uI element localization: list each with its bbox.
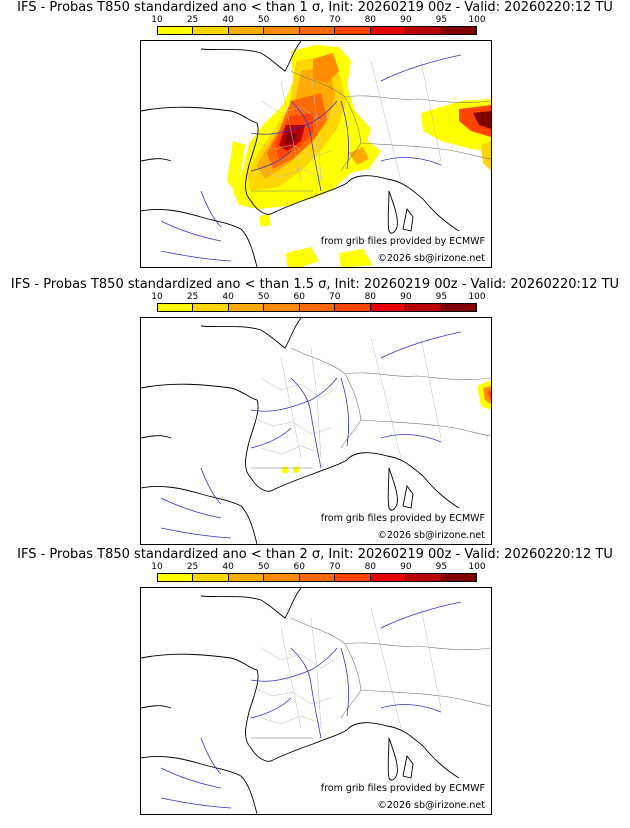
colorbar — [157, 303, 477, 312]
colorbar-segment — [228, 27, 265, 34]
colorbar-tick: 70 — [329, 562, 341, 572]
country-borders — [250, 70, 491, 192]
map-panel-1-5-sigma: IFS - Probas T850 standardized ano < tha… — [0, 277, 630, 549]
colorbar-segment — [299, 574, 336, 581]
colorbar-segment — [193, 27, 229, 34]
source-credit: from grib files provided by ECMWF — [318, 236, 487, 247]
colorbar-tick: 50 — [257, 15, 270, 25]
colorbar-segment — [441, 574, 476, 581]
map-panel-1-sigma: IFS - Probas T850 standardized ano < tha… — [0, 0, 630, 272]
colorbar-tick: 95 — [435, 292, 448, 302]
colorbar-ticks: 10 25 40 50 60 70 80 90 95 100 — [151, 14, 485, 26]
colorbar — [157, 573, 477, 582]
colorbar-segment — [299, 304, 336, 311]
colorbar-segment — [406, 27, 442, 34]
colorbar-segment — [335, 574, 371, 581]
colorbar-tick: 25 — [186, 562, 199, 572]
colorbar-tick: 70 — [329, 292, 341, 302]
map-frame: from grib files provided by ECMWF ©2026 … — [140, 317, 492, 545]
colorbar-tick: 60 — [293, 15, 305, 25]
colorbar-segment — [193, 574, 229, 581]
colorbar-tick: 10 — [151, 292, 163, 302]
copyright-credit: ©2026 sb@irizone.net — [375, 530, 487, 541]
colorbar-segment — [264, 304, 300, 311]
copyright-credit: ©2026 sb@irizone.net — [375, 253, 487, 264]
colorbar-tick: 80 — [364, 562, 377, 572]
panel-title: IFS - Probas T850 standardized ano < tha… — [17, 0, 613, 15]
colorbar-tick: 60 — [293, 292, 305, 302]
panel-title: IFS - Probas T850 standardized ano < tha… — [17, 547, 613, 562]
colorbar-tick: 25 — [186, 292, 199, 302]
colorbar-tick: 25 — [186, 15, 199, 25]
colorbar-segment — [406, 574, 442, 581]
probability-field — [227, 45, 491, 267]
region-borders — [252, 60, 442, 182]
coastline — [141, 588, 460, 814]
country-borders — [250, 347, 491, 469]
colorbar-tick: 40 — [222, 15, 234, 25]
colorbar-tick: 100 — [468, 15, 486, 25]
colorbar-ticks: 10 25 40 50 60 70 80 90 95 100 — [151, 561, 485, 573]
map-canvas — [141, 318, 491, 544]
colorbar-segment — [299, 27, 336, 34]
map-frame: from grib files provided by ECMWF ©2026 … — [140, 40, 492, 268]
colorbar-segment — [193, 304, 229, 311]
colorbar-segment — [441, 27, 476, 34]
colorbar-segment — [370, 304, 407, 311]
colorbar-ticks: 10 25 40 50 60 70 80 90 95 100 — [151, 291, 485, 303]
colorbar — [157, 26, 477, 35]
colorbar-tick: 95 — [435, 562, 448, 572]
map-canvas — [141, 588, 491, 814]
colorbar-segment — [406, 304, 442, 311]
colorbar-tick: 90 — [400, 292, 412, 302]
colorbar-segment — [158, 27, 194, 34]
colorbar-tick: 100 — [468, 562, 486, 572]
region-borders — [252, 607, 442, 729]
colorbar-tick: 100 — [468, 292, 486, 302]
colorbar-tick: 10 — [151, 15, 163, 25]
probability-field — [281, 380, 491, 474]
colorbar-tick: 40 — [222, 562, 234, 572]
source-credit: from grib files provided by ECMWF — [318, 783, 487, 794]
map-canvas — [141, 41, 491, 267]
copyright-credit: ©2026 sb@irizone.net — [375, 800, 487, 811]
colorbar-segment — [335, 27, 371, 34]
colorbar-segment — [441, 304, 476, 311]
panel-title: IFS - Probas T850 standardized ano < tha… — [10, 277, 620, 292]
colorbar-segment — [370, 27, 407, 34]
rivers — [160, 54, 462, 262]
country-borders — [250, 617, 491, 739]
colorbar-segment — [158, 304, 194, 311]
coastline — [141, 41, 460, 267]
rivers — [160, 331, 462, 539]
colorbar-segment — [370, 574, 407, 581]
colorbar-tick: 40 — [222, 292, 234, 302]
colorbar-segment — [264, 574, 300, 581]
rivers — [160, 601, 462, 809]
colorbar-tick: 95 — [435, 15, 448, 25]
colorbar-tick: 80 — [364, 15, 377, 25]
colorbar-segment — [228, 574, 265, 581]
colorbar-tick: 80 — [364, 292, 377, 302]
source-credit: from grib files provided by ECMWF — [318, 513, 487, 524]
region-borders — [252, 337, 442, 459]
colorbar-tick: 50 — [257, 292, 270, 302]
colorbar-tick: 90 — [400, 562, 412, 572]
map-frame: from grib files provided by ECMWF ©2026 … — [140, 587, 492, 815]
colorbar-tick: 90 — [400, 15, 412, 25]
colorbar-segment — [264, 27, 300, 34]
map-panel-2-sigma: IFS - Probas T850 standardized ano < tha… — [0, 547, 630, 819]
colorbar-segment — [158, 574, 194, 581]
coastline — [141, 318, 460, 544]
colorbar-segment — [335, 304, 371, 311]
colorbar-tick: 70 — [329, 15, 341, 25]
colorbar-tick: 50 — [257, 562, 270, 572]
colorbar-segment — [228, 304, 265, 311]
colorbar-tick: 60 — [293, 562, 305, 572]
colorbar-tick: 10 — [151, 562, 163, 572]
